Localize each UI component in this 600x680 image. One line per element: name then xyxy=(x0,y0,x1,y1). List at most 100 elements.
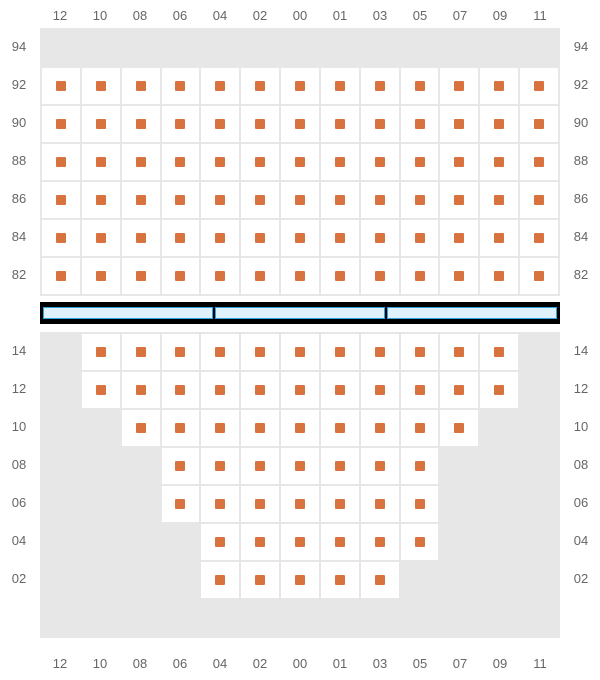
seat-cell[interactable] xyxy=(81,143,121,181)
seat-cell[interactable] xyxy=(200,219,240,257)
seat-cell[interactable] xyxy=(320,409,360,447)
seat-cell[interactable] xyxy=(519,67,559,105)
seat-cell[interactable] xyxy=(200,523,240,561)
seat-cell[interactable] xyxy=(41,257,81,295)
seat-cell[interactable] xyxy=(439,219,479,257)
seat-cell[interactable] xyxy=(161,409,201,447)
seat-cell[interactable] xyxy=(200,409,240,447)
seat-cell[interactable] xyxy=(161,219,201,257)
seat-cell[interactable] xyxy=(240,409,280,447)
seat-cell[interactable] xyxy=(320,371,360,409)
seat-cell[interactable] xyxy=(320,219,360,257)
seat-cell[interactable] xyxy=(519,181,559,219)
seat-cell[interactable] xyxy=(479,333,519,371)
seat-cell[interactable] xyxy=(320,181,360,219)
seat-cell[interactable] xyxy=(161,143,201,181)
seat-cell[interactable] xyxy=(400,219,440,257)
seat-cell[interactable] xyxy=(479,219,519,257)
seat-cell[interactable] xyxy=(200,67,240,105)
seat-cell[interactable] xyxy=(161,447,201,485)
seat-cell[interactable] xyxy=(200,561,240,599)
seat-cell[interactable] xyxy=(280,67,320,105)
seat-cell[interactable] xyxy=(280,447,320,485)
seat-cell[interactable] xyxy=(240,561,280,599)
seat-cell[interactable] xyxy=(400,257,440,295)
seat-cell[interactable] xyxy=(360,561,400,599)
seat-cell[interactable] xyxy=(240,219,280,257)
seat-cell[interactable] xyxy=(280,561,320,599)
seat-cell[interactable] xyxy=(479,143,519,181)
seat-cell[interactable] xyxy=(280,143,320,181)
seat-cell[interactable] xyxy=(280,485,320,523)
seat-cell[interactable] xyxy=(41,219,81,257)
seat-cell[interactable] xyxy=(360,257,400,295)
seat-cell[interactable] xyxy=(439,67,479,105)
seat-cell[interactable] xyxy=(240,257,280,295)
seat-cell[interactable] xyxy=(240,67,280,105)
seat-cell[interactable] xyxy=(41,105,81,143)
seat-cell[interactable] xyxy=(280,409,320,447)
seat-cell[interactable] xyxy=(320,485,360,523)
seat-cell[interactable] xyxy=(280,333,320,371)
seat-cell[interactable] xyxy=(81,371,121,409)
seat-cell[interactable] xyxy=(121,219,161,257)
seat-cell[interactable] xyxy=(360,143,400,181)
seat-cell[interactable] xyxy=(161,485,201,523)
seat-cell[interactable] xyxy=(400,181,440,219)
seat-cell[interactable] xyxy=(479,257,519,295)
seat-cell[interactable] xyxy=(320,523,360,561)
seat-cell[interactable] xyxy=(121,257,161,295)
seat-cell[interactable] xyxy=(121,409,161,447)
seat-cell[interactable] xyxy=(121,371,161,409)
seat-cell[interactable] xyxy=(81,219,121,257)
seat-cell[interactable] xyxy=(280,219,320,257)
seat-cell[interactable] xyxy=(400,447,440,485)
seat-cell[interactable] xyxy=(200,105,240,143)
seat-cell[interactable] xyxy=(280,523,320,561)
seat-cell[interactable] xyxy=(439,181,479,219)
seat-cell[interactable] xyxy=(121,143,161,181)
seat-cell[interactable] xyxy=(240,523,280,561)
seat-cell[interactable] xyxy=(280,105,320,143)
seat-cell[interactable] xyxy=(161,257,201,295)
seat-cell[interactable] xyxy=(320,105,360,143)
seat-cell[interactable] xyxy=(519,105,559,143)
seat-cell[interactable] xyxy=(360,409,400,447)
seat-cell[interactable] xyxy=(320,447,360,485)
seat-cell[interactable] xyxy=(200,485,240,523)
seat-cell[interactable] xyxy=(121,67,161,105)
seat-cell[interactable] xyxy=(400,143,440,181)
seat-cell[interactable] xyxy=(400,67,440,105)
seat-cell[interactable] xyxy=(280,257,320,295)
seat-cell[interactable] xyxy=(121,105,161,143)
seat-cell[interactable] xyxy=(360,67,400,105)
seat-cell[interactable] xyxy=(200,447,240,485)
seat-cell[interactable] xyxy=(360,333,400,371)
seat-cell[interactable] xyxy=(320,333,360,371)
seat-cell[interactable] xyxy=(479,181,519,219)
seat-cell[interactable] xyxy=(41,67,81,105)
seat-cell[interactable] xyxy=(439,143,479,181)
seat-cell[interactable] xyxy=(240,485,280,523)
seat-cell[interactable] xyxy=(81,257,121,295)
seat-cell[interactable] xyxy=(400,409,440,447)
seat-cell[interactable] xyxy=(320,257,360,295)
seat-cell[interactable] xyxy=(41,143,81,181)
seat-cell[interactable] xyxy=(360,371,400,409)
seat-cell[interactable] xyxy=(280,371,320,409)
seat-cell[interactable] xyxy=(519,219,559,257)
seat-cell[interactable] xyxy=(240,105,280,143)
seat-cell[interactable] xyxy=(360,447,400,485)
seat-cell[interactable] xyxy=(41,181,81,219)
seat-cell[interactable] xyxy=(240,143,280,181)
seat-cell[interactable] xyxy=(320,561,360,599)
seat-cell[interactable] xyxy=(360,219,400,257)
seat-cell[interactable] xyxy=(439,105,479,143)
seat-cell[interactable] xyxy=(200,333,240,371)
seat-cell[interactable] xyxy=(439,371,479,409)
seat-cell[interactable] xyxy=(121,181,161,219)
seat-cell[interactable] xyxy=(200,371,240,409)
seat-cell[interactable] xyxy=(81,67,121,105)
seat-cell[interactable] xyxy=(479,371,519,409)
seat-cell[interactable] xyxy=(81,181,121,219)
